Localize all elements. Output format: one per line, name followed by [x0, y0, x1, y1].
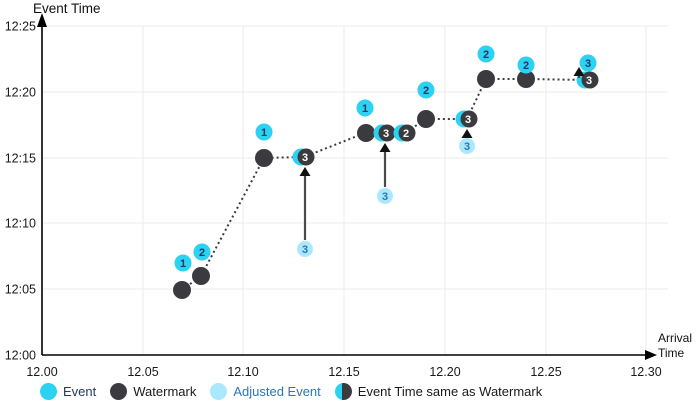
adjustment-arrow — [461, 129, 473, 138]
event-number: 1 — [362, 103, 368, 115]
adjustment-arrow — [379, 143, 391, 187]
same-as-watermark-marker: 3 — [455, 110, 478, 128]
event-marker: 2 — [193, 243, 211, 261]
same-marker-dark-half — [398, 124, 416, 142]
event-legend-icon — [40, 382, 57, 400]
event-marker: 2 — [417, 81, 435, 99]
event-number: 2 — [483, 49, 489, 61]
adjustment-arrow-head — [573, 67, 585, 76]
event-number: 1 — [180, 258, 186, 270]
adjusted-event-legend-icon — [210, 382, 228, 400]
adjusted-event-legend-label: Adjusted Event — [233, 383, 321, 399]
same-as-watermark-marker: 3 — [292, 148, 315, 166]
y-tick-label: 12:05 — [5, 283, 36, 297]
event-circle — [174, 254, 192, 272]
adjusted-event-marker: 3 — [297, 241, 313, 257]
watermark-dot — [357, 124, 375, 142]
y-axis-arrowhead — [37, 13, 47, 27]
event-marker: 1 — [356, 99, 374, 117]
event-circle — [193, 243, 211, 261]
same-as-watermark-marker: 3 — [373, 124, 396, 142]
adjusted-event-number: 3 — [382, 191, 388, 203]
gridlines — [42, 25, 668, 355]
adjusted-event-circle — [297, 241, 313, 257]
adjustment-arrow — [299, 167, 311, 240]
event-number: 3 — [585, 58, 591, 70]
event-marker: 1 — [255, 123, 273, 141]
legend-item-adjusted-event: Adjusted Event — [210, 382, 321, 400]
watermark-dot — [517, 70, 535, 88]
adjusted-event-number: 3 — [302, 244, 308, 256]
adjusted-event-marker: 3 — [377, 188, 393, 204]
same-marker-dark-half — [581, 71, 599, 89]
same-as-watermark-marker: 3 — [576, 71, 599, 89]
event-time-same-as-watermark-legend-icon — [334, 382, 352, 400]
same-marker-number: 3 — [383, 128, 389, 140]
event-number: 2 — [199, 247, 205, 259]
legend-item-watermark: Watermark — [110, 382, 197, 400]
adjusted-event-circle — [459, 138, 475, 154]
y-tick-label: 12:15 — [5, 152, 36, 166]
x-axis-title-line2: Time — [658, 346, 685, 360]
watermark-legend-label: Watermark — [133, 383, 197, 399]
adjustment-arrow-head — [299, 167, 311, 176]
x-tick-label: 12.05 — [127, 365, 158, 379]
legend-item-event: Event — [40, 382, 97, 400]
watermark-dot — [173, 281, 191, 299]
event-circle — [517, 56, 535, 74]
watermark-dot — [477, 70, 495, 88]
watermark-dot — [192, 267, 210, 285]
same-marker-dark-half — [460, 110, 478, 128]
event-circle — [356, 99, 374, 117]
y-axis-title: Event Time — [33, 1, 101, 16]
same-marker-dark-half — [378, 124, 396, 142]
event-legend-label: Event — [63, 383, 97, 399]
event-marker: 3 — [579, 54, 597, 72]
event-number: 2 — [523, 60, 529, 72]
event-number: 2 — [423, 85, 429, 97]
x-tick-label: 12.30 — [630, 365, 661, 379]
watermark-legend-icon — [110, 382, 128, 400]
x-tick-label: 12.20 — [429, 365, 460, 379]
x-tick-label: 12.10 — [227, 365, 258, 379]
same-marker-number: 3 — [586, 75, 592, 87]
adjusted-event-circle — [377, 188, 393, 204]
event-circle — [417, 81, 435, 99]
watermark-dotted-line — [181, 78, 589, 291]
chart-generated-content: 12:00 12:05 12:10 12:15 12:20 12:25 12.00 12.05… — [5, 13, 668, 379]
adjustment-arrow — [573, 67, 585, 78]
legend: Event Watermark Adjusted Event Event Tim… — [40, 381, 542, 401]
y-tick-label: 12:20 — [5, 86, 36, 100]
adjustment-arrow-head — [379, 143, 391, 152]
adjustment-arrow-head — [461, 129, 473, 138]
same-as-watermark-marker: 2 — [393, 124, 416, 142]
event-time-same-as-watermark-legend-label: Event Time same as Watermark — [357, 383, 543, 399]
watermark-dot — [417, 110, 435, 128]
y-tick-label: 12:00 — [5, 349, 36, 363]
x-axis-arrowhead — [645, 350, 657, 360]
y-tick-label: 12:10 — [5, 217, 36, 231]
same-marker-number: 2 — [403, 128, 409, 140]
event-marker: 2 — [477, 45, 495, 63]
event-circle — [477, 45, 495, 63]
y-tick-label: 12:25 — [5, 20, 36, 34]
event-marker: 1 — [174, 254, 192, 272]
adjusted-event-number: 3 — [464, 141, 470, 153]
same-marker-number: 3 — [302, 152, 308, 164]
same-marker-dark-half — [297, 148, 315, 166]
adjusted-event-marker: 3 — [459, 138, 475, 154]
event-circle — [255, 123, 273, 141]
event-number: 1 — [261, 127, 267, 139]
x-tick-label: 12.00 — [26, 365, 57, 379]
watermark-dot — [255, 149, 273, 167]
x-tick-label: 12.15 — [328, 365, 359, 379]
x-tick-label: 12.25 — [530, 365, 561, 379]
legend-item-same-as-watermark: Event Time same as Watermark — [334, 382, 543, 400]
same-marker-number: 3 — [465, 114, 471, 126]
event-marker: 2 — [517, 56, 535, 74]
event-circle — [579, 54, 597, 72]
x-axis-title-line1: Arrival — [658, 331, 692, 345]
